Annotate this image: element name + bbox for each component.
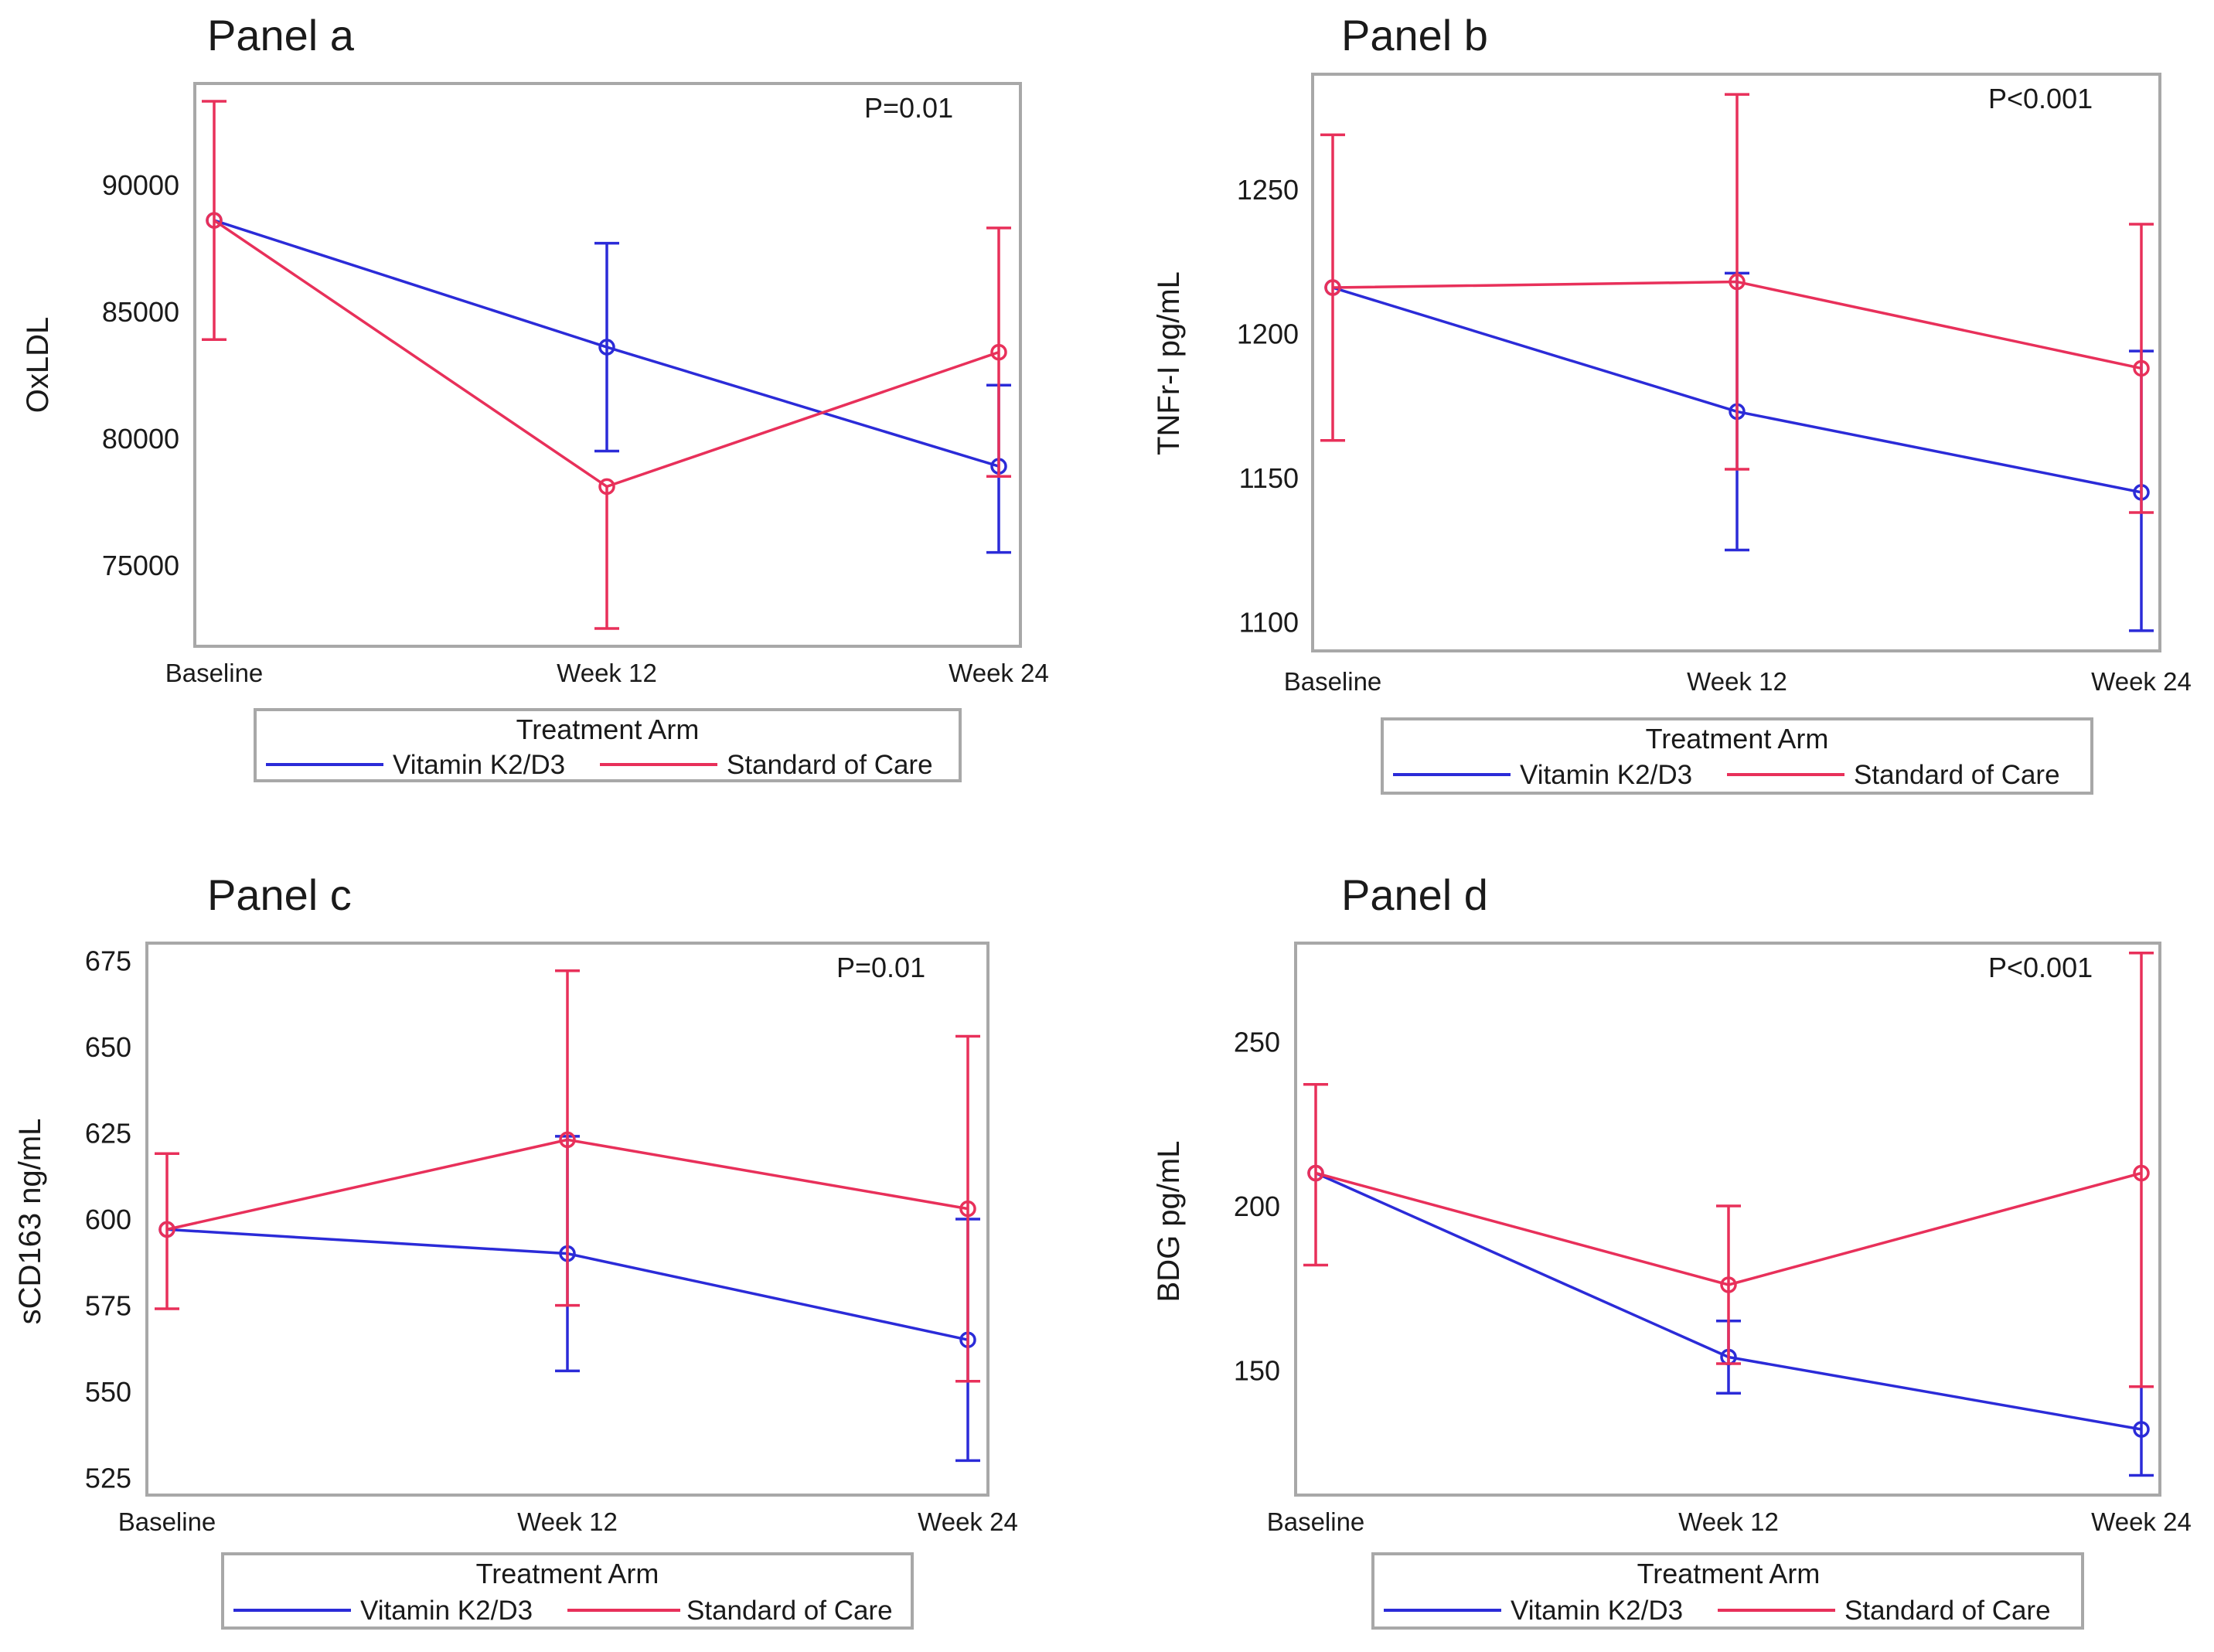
- panel-title: Panel b: [1341, 11, 1488, 60]
- data-point-soc: [1729, 273, 1746, 291]
- x-tick-label: Week 24: [918, 1507, 1018, 1536]
- legend-label-k2d3: Vitamin K2/D3: [1511, 1596, 1683, 1626]
- data-point-soc: [2133, 1164, 2150, 1182]
- legend-label-soc: Standard of Care: [727, 750, 933, 780]
- legend-frame: [221, 1552, 914, 1630]
- y-tick-labels: 75000 80000 85000 90000: [102, 169, 179, 581]
- x-tick-label: Baseline: [118, 1507, 216, 1536]
- data-point-soc: [206, 212, 223, 229]
- plot-area-frame: [1294, 942, 2161, 1497]
- legend-frame: [1381, 717, 2093, 795]
- x-tick-label: Baseline: [1284, 667, 1382, 696]
- y-tick-label: 85000: [102, 296, 179, 328]
- y-tick-label: 600: [85, 1204, 131, 1235]
- p-value-annotation: P=0.01: [836, 952, 925, 983]
- x-tick-label: Week 24: [949, 659, 1049, 687]
- y-tick-label: 550: [85, 1376, 131, 1408]
- data-point-soc: [158, 1221, 175, 1238]
- legend-title: Treatment Arm: [476, 1558, 659, 1589]
- x-tick-label: Week 24: [2091, 667, 2192, 696]
- p-value-annotation: P<0.001: [1988, 83, 2093, 114]
- y-tick-label: 675: [85, 945, 131, 976]
- panel-title: Panel d: [1341, 870, 1488, 919]
- y-axis-label: sCD163 ng/mL: [13, 1119, 47, 1325]
- y-tick-label: 80000: [102, 423, 179, 455]
- x-tick-label: Week 12: [1687, 667, 1787, 696]
- data-point-soc: [559, 1131, 576, 1149]
- y-axis-label: TNFr-I pg/mL: [1152, 271, 1186, 455]
- y-tick-label: 1100: [1239, 607, 1299, 639]
- panel-d: Panel d P<0.001 BDG pg/mL 150 200 250 Ba…: [1152, 870, 2192, 1630]
- y-tick-label: 90000: [102, 169, 179, 201]
- legend-title: Treatment Arm: [1646, 723, 1829, 754]
- legend-label-soc: Standard of Care: [1844, 1596, 2051, 1626]
- data-point-soc: [1324, 279, 1341, 296]
- y-tick-label: 1200: [1237, 318, 1299, 350]
- legend: Treatment Arm Vitamin K2/D3 Standard of …: [221, 1552, 914, 1630]
- data-point-k2d3: [2133, 1421, 2150, 1438]
- y-tick-label: 650: [85, 1031, 131, 1063]
- data-point-soc: [2133, 359, 2150, 377]
- data-point-soc: [598, 478, 615, 496]
- x-tick-label: Week 24: [2091, 1507, 2192, 1536]
- plot-marks: [155, 969, 980, 1463]
- data-point-soc: [1307, 1164, 1324, 1182]
- p-value-annotation: P=0.01: [864, 92, 953, 124]
- legend-label-k2d3: Vitamin K2/D3: [393, 750, 565, 780]
- plot-area-frame: [193, 82, 1022, 648]
- plot-marks: [1320, 93, 2154, 632]
- legend-label-k2d3: Vitamin K2/D3: [1520, 760, 1692, 790]
- legend: Treatment Arm Vitamin K2/D3 Standard of …: [1371, 1552, 2084, 1630]
- legend-frame: [1371, 1552, 2084, 1630]
- plot-area-frame: [145, 942, 989, 1497]
- plot-area-frame: [1311, 73, 2161, 652]
- x-tick-label: Week 12: [557, 659, 657, 687]
- data-point-soc: [1720, 1276, 1737, 1293]
- y-tick-label: 75000: [102, 550, 179, 581]
- y-tick-label: 1250: [1237, 174, 1299, 206]
- y-tick-label: 1150: [1239, 462, 1299, 494]
- panel-b: Panel b P<0.001 TNFr-I pg/mL 1100 1150 1…: [1152, 11, 2192, 795]
- legend-title: Treatment Arm: [516, 714, 700, 745]
- y-tick-label: 575: [85, 1290, 131, 1322]
- y-tick-label: 200: [1234, 1190, 1280, 1222]
- data-point-soc: [990, 343, 1007, 361]
- panel-a: Panel a P=0.01 OxLDL 75000 80000 85000 9…: [21, 11, 1049, 782]
- x-tick-label: Week 12: [517, 1507, 618, 1536]
- legend: Treatment Arm Vitamin K2/D3 Standard of …: [1381, 717, 2093, 795]
- y-tick-label: 525: [85, 1463, 131, 1494]
- y-axis-label: OxLDL: [21, 317, 55, 414]
- y-tick-labels: 150 200 250: [1234, 1027, 1280, 1387]
- legend-label-soc: Standard of Care: [686, 1596, 893, 1626]
- data-point-soc: [959, 1200, 976, 1218]
- legend: Treatment Arm Vitamin K2/D3 Standard of …: [254, 708, 962, 782]
- data-point-k2d3: [598, 339, 615, 356]
- x-tick-label: Week 12: [1678, 1507, 1779, 1536]
- panel-c: Panel c P=0.01 sCD163 ng/mL 525 550 575 …: [13, 870, 1018, 1630]
- y-tick-labels: 525 550 575 600 625 650 675: [85, 945, 131, 1494]
- x-tick-label: Baseline: [1267, 1507, 1365, 1536]
- legend-label-soc: Standard of Care: [1854, 760, 2060, 790]
- y-axis-label: BDG pg/mL: [1152, 1141, 1186, 1303]
- y-tick-label: 625: [85, 1117, 131, 1149]
- y-tick-label: 150: [1234, 1355, 1280, 1387]
- panel-title: Panel a: [207, 11, 355, 60]
- plot-marks: [1303, 952, 2154, 1477]
- panel-title: Panel c: [207, 870, 352, 919]
- plot-marks: [202, 100, 1011, 630]
- p-value-annotation: P<0.001: [1988, 952, 2093, 983]
- legend-frame: [254, 708, 962, 782]
- legend-title: Treatment Arm: [1637, 1558, 1821, 1589]
- legend-label-k2d3: Vitamin K2/D3: [360, 1596, 533, 1626]
- y-tick-labels: 1100 1150 1200 1250: [1237, 174, 1299, 639]
- x-tick-label: Baseline: [165, 659, 264, 687]
- y-tick-label: 250: [1234, 1027, 1280, 1058]
